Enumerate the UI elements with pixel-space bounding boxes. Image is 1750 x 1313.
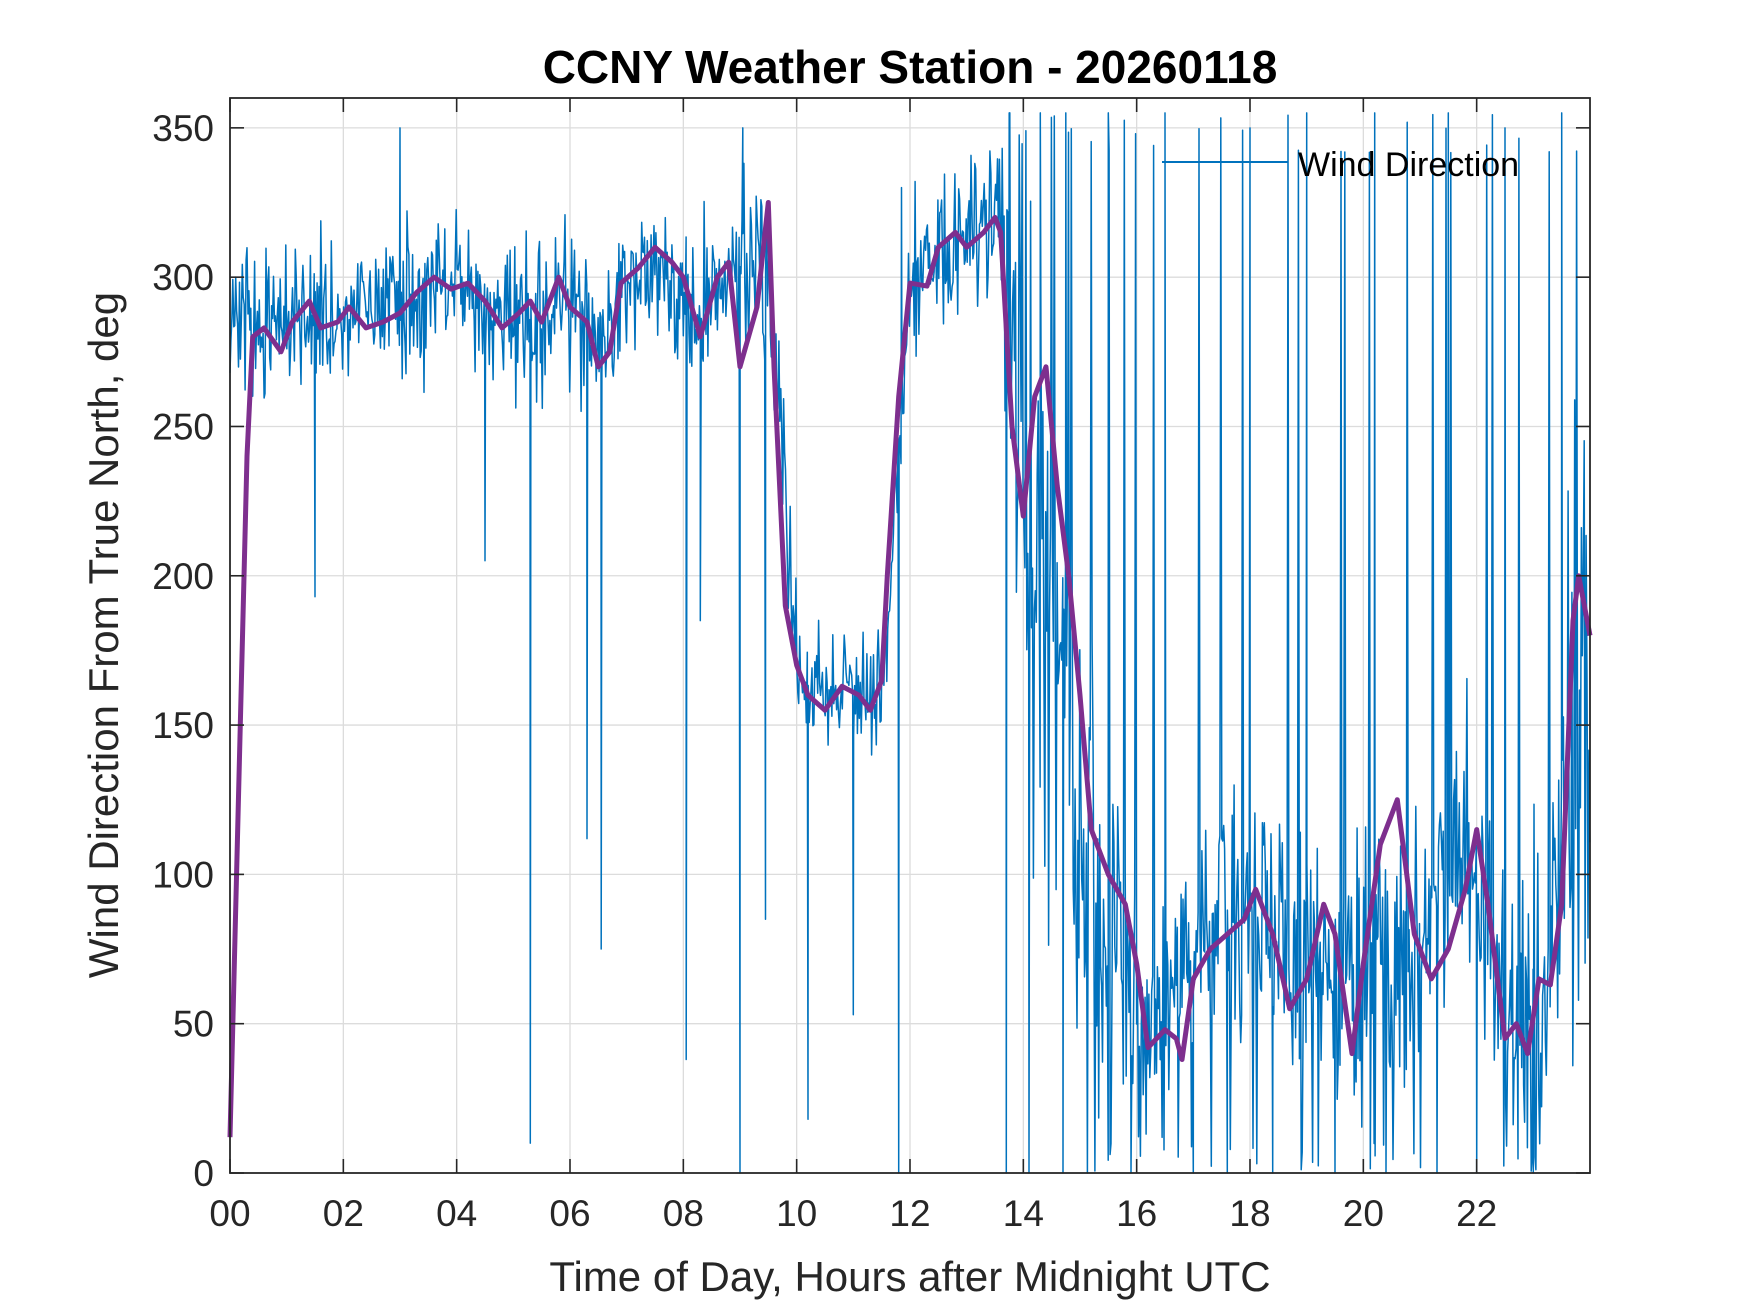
y-tick-label: 200 (152, 556, 214, 597)
ticks (229, 98, 1590, 1174)
legend: Wind Direction (1162, 146, 1519, 184)
legend-label-wind-direction: Wind Direction (1298, 146, 1519, 184)
y-tick-label: 300 (152, 257, 214, 298)
wind-direction-line (229, 112, 1591, 1174)
y-tick-label: 350 (152, 108, 214, 149)
x-tick-label: 06 (549, 1193, 590, 1234)
x-tick-label: 02 (323, 1193, 364, 1234)
y-tick-label: 150 (152, 705, 214, 746)
smoothed-wind-direction-line (227, 200, 1593, 1138)
x-tick-label: 10 (776, 1193, 817, 1234)
x-tick-label: 04 (436, 1193, 477, 1234)
x-axis-label: Time of Day, Hours after Midnight UTC (549, 1253, 1270, 1300)
x-tick-label: 08 (663, 1193, 704, 1234)
y-tick-label: 50 (173, 1004, 214, 1045)
y-axis-label: Wind Direction From True North, deg (80, 292, 127, 978)
raw-series-layer (229, 112, 1591, 1174)
x-tick-label: 20 (1343, 1193, 1384, 1234)
y-tick-label: 250 (152, 406, 214, 447)
x-tick-labels: 00 02 04 06 08 10 12 14 16 18 20 22 (209, 1193, 1497, 1234)
chart-title: CCNY Weather Station - 20260118 (543, 41, 1278, 93)
y-tick-label: 100 (152, 854, 214, 895)
x-tick-label: 12 (889, 1193, 930, 1234)
grid (230, 98, 1590, 1173)
x-tick-label: 14 (1003, 1193, 1044, 1234)
y-tick-labels: 0 50 100 150 200 250 300 350 (152, 108, 214, 1194)
x-tick-label: 00 (209, 1193, 250, 1234)
y-tick-label: 0 (193, 1153, 214, 1194)
smoothed-series-layer (227, 200, 1593, 1138)
x-tick-label: 22 (1456, 1193, 1497, 1234)
x-tick-label: 18 (1229, 1193, 1270, 1234)
x-tick-label: 16 (1116, 1193, 1157, 1234)
